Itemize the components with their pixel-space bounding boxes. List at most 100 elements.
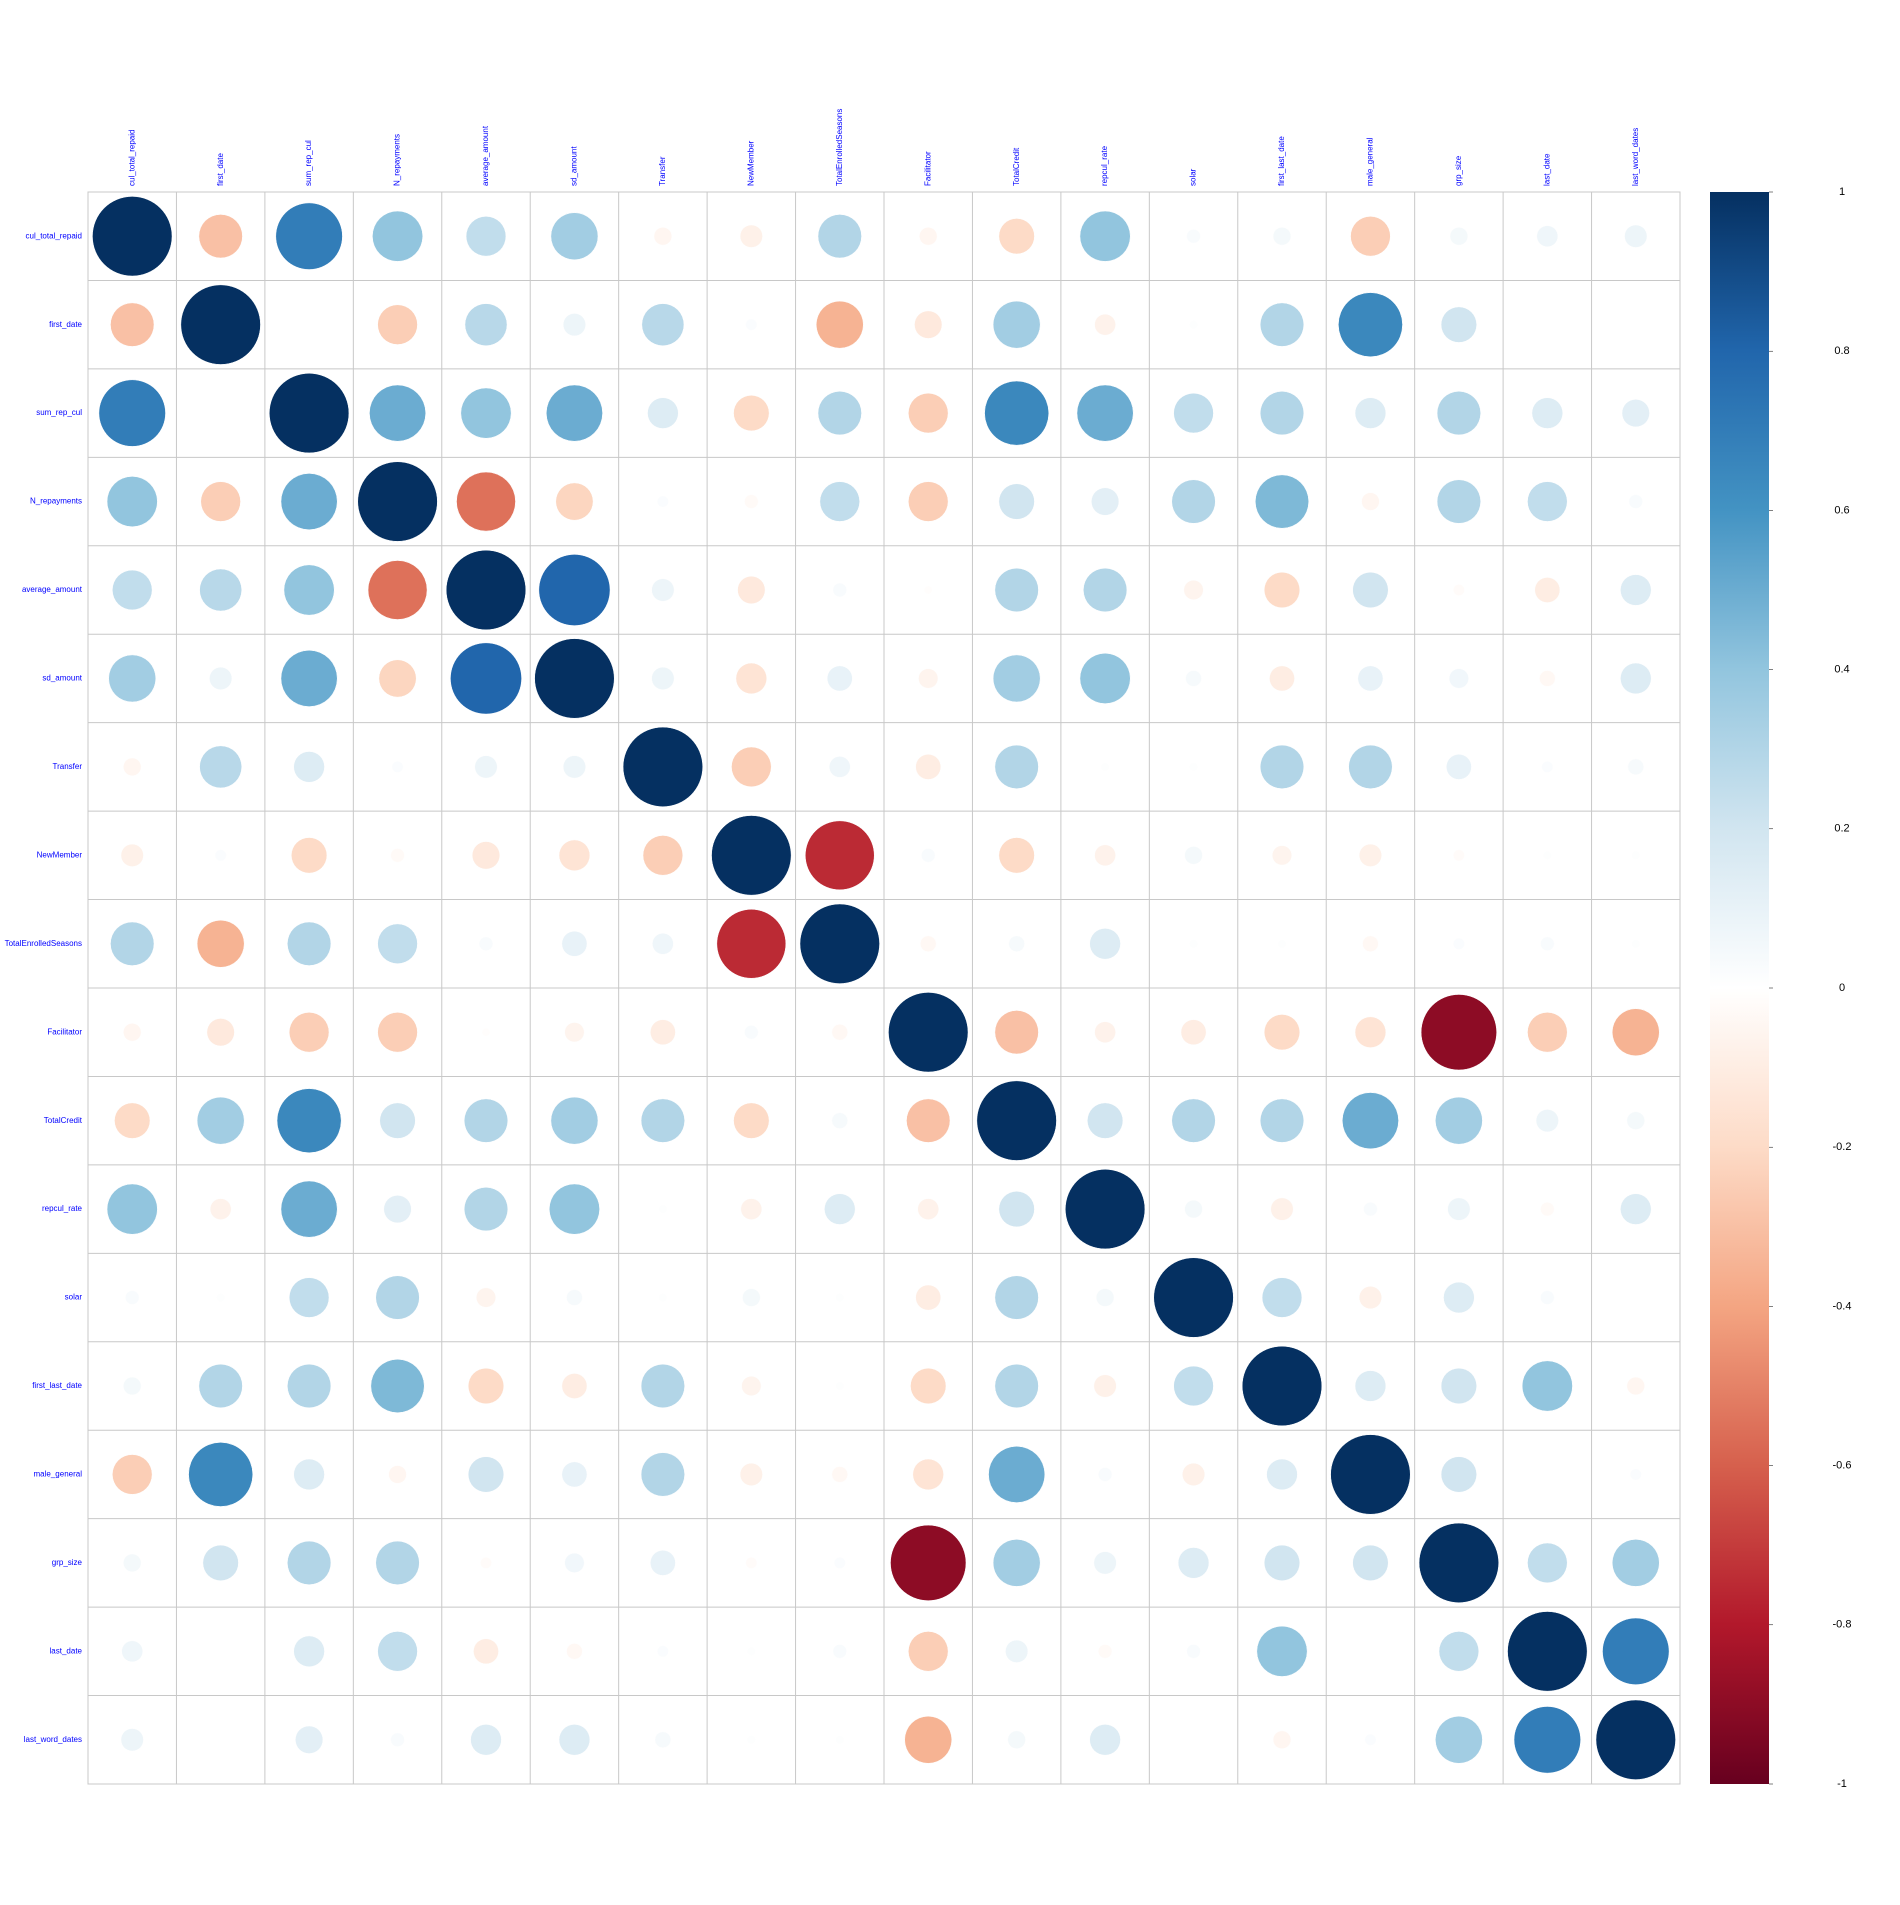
correlation-circle [390, 1732, 405, 1747]
column-label: grp_size [1454, 155, 1463, 186]
correlation-circle [561, 1373, 588, 1399]
correlation-circle [295, 1725, 324, 1754]
correlation-circle [815, 300, 864, 349]
row-label: last_word_dates [24, 1735, 82, 1744]
correlation-circle [1507, 1611, 1588, 1692]
correlation-circle [1631, 851, 1641, 860]
correlation-circle [1269, 665, 1295, 692]
correlation-circle [994, 1363, 1039, 1409]
correlation-circle [106, 1183, 158, 1235]
correlation-circle [1256, 1625, 1308, 1677]
correlation-circle [1354, 1370, 1387, 1402]
correlation-circle [287, 921, 332, 966]
correlation-circle [1447, 1197, 1471, 1221]
row-label: Facilitator [47, 1027, 82, 1036]
correlation-circle [831, 1024, 848, 1041]
correlation-circle [976, 1080, 1057, 1161]
correlation-circle [98, 379, 166, 447]
correlation-circle [910, 1367, 947, 1405]
correlation-circle [915, 754, 942, 780]
correlation-circle [480, 1557, 492, 1569]
correlation-circle [538, 554, 611, 626]
correlation-circle [108, 654, 157, 703]
correlation-circle [375, 1540, 420, 1585]
correlation-circle [912, 1458, 944, 1491]
correlation-circle [831, 1112, 848, 1129]
correlation-circle [1259, 391, 1305, 436]
correlation-circle [1184, 1199, 1203, 1219]
correlation-circle [456, 471, 516, 532]
correlation-circle [1435, 1096, 1483, 1145]
correlation-circle [651, 666, 675, 690]
correlation-circle [1453, 584, 1465, 596]
correlation-circle [658, 1204, 668, 1214]
correlation-circle [651, 578, 675, 602]
correlation-circle [1611, 1008, 1660, 1057]
column-label: NewMember [746, 140, 755, 186]
correlation-circle [558, 1724, 591, 1756]
correlation-circle [641, 303, 685, 346]
correlation-circle [1189, 762, 1198, 772]
correlation-circle [1186, 229, 1201, 244]
correlation-circle [1521, 1360, 1573, 1412]
correlation-circle [287, 1540, 332, 1585]
correlation-circle [561, 1461, 588, 1488]
correlation-circle [287, 1363, 332, 1409]
column-label: average_amount [481, 125, 490, 186]
correlation-circle [1626, 1111, 1645, 1130]
correlation-circle [831, 1466, 848, 1483]
correlation-circle [888, 992, 969, 1073]
correlation-circle [1342, 1092, 1399, 1150]
correlation-circle [741, 1376, 762, 1396]
correlation-circle [1241, 1345, 1323, 1427]
correlation-circle [650, 1550, 676, 1576]
correlation-circle [1153, 1257, 1234, 1338]
correlation-circle [1177, 1547, 1210, 1579]
correlation-circle [1620, 574, 1652, 606]
correlation-circle [1540, 1290, 1555, 1305]
column-label: Transfer [658, 156, 667, 186]
correlation-circle [1535, 1109, 1559, 1133]
correlation-circle [106, 476, 158, 527]
correlation-circle [805, 820, 875, 891]
correlation-circle [832, 1644, 847, 1659]
correlation-circle [1185, 670, 1202, 687]
correlation-circle [1440, 1367, 1477, 1405]
row-label: first_last_date [32, 1381, 82, 1390]
correlation-circle [375, 1275, 420, 1320]
correlation-circle [1620, 662, 1652, 695]
correlation-circle [1352, 1544, 1389, 1581]
correlation-circle [923, 585, 933, 595]
correlation-circle [123, 1023, 142, 1042]
column-label: male_general [1366, 137, 1375, 186]
correlation-circle [819, 481, 860, 522]
correlation-circle [1453, 849, 1465, 862]
correlation-circle [828, 756, 851, 778]
correlation-circle [824, 1193, 856, 1225]
correlation-circle [1626, 1376, 1645, 1396]
correlation-circle [744, 1025, 759, 1040]
correlation-circle [988, 1446, 1046, 1503]
correlation-circle [379, 1102, 416, 1139]
row-label: average_amount [22, 585, 83, 594]
correlation-circle [1440, 306, 1477, 343]
correlation-circle [200, 481, 241, 522]
correlation-circle [1357, 665, 1384, 692]
correlation-circle [1536, 225, 1559, 248]
correlation-circle [740, 1198, 763, 1220]
correlation-circle [1263, 1014, 1301, 1051]
correlation-circle [112, 1454, 153, 1495]
column-label: last_word_dates [1631, 128, 1640, 186]
correlation-circle [120, 1728, 144, 1752]
correlation-circle [984, 380, 1050, 446]
correlation-circle [555, 482, 594, 521]
correlation-circle [1261, 1277, 1303, 1318]
correlation-circle [1089, 928, 1121, 960]
correlation-circle [833, 1557, 846, 1569]
correlation-circle [731, 746, 772, 788]
correlation-circle [1263, 1544, 1301, 1581]
correlation-circle [110, 921, 155, 966]
correlation-circle [998, 1191, 1035, 1228]
correlation-circle [1631, 939, 1641, 949]
